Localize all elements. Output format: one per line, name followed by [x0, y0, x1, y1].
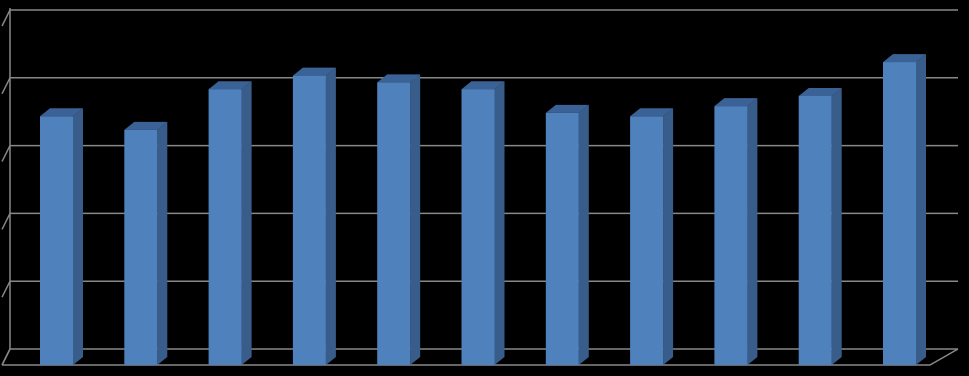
bar — [208, 89, 242, 365]
grid-line — [1, 77, 11, 95]
bar-side — [157, 121, 168, 366]
bar — [292, 75, 326, 365]
grid-line — [1, 348, 11, 366]
bar-top — [714, 98, 758, 107]
bar-top — [883, 54, 926, 63]
bar — [461, 89, 495, 365]
bar-side — [747, 98, 758, 365]
grid-line — [1, 145, 11, 162]
bar-side — [73, 108, 83, 365]
bar-side — [325, 67, 336, 365]
bar-side — [494, 81, 505, 365]
bar-side — [410, 74, 421, 365]
bar — [545, 112, 579, 365]
bar-top — [630, 108, 674, 117]
bar-top — [545, 104, 589, 113]
bar — [40, 116, 73, 365]
bar-top — [798, 87, 842, 96]
bar — [124, 129, 158, 365]
bar-top — [461, 81, 505, 90]
bar-top — [377, 74, 421, 83]
bar-top — [208, 81, 252, 90]
bar-side — [241, 81, 252, 365]
bar-top — [292, 67, 336, 76]
bar — [377, 82, 411, 365]
bar — [630, 116, 664, 365]
bar-side — [663, 108, 674, 365]
grid-line — [1, 9, 11, 27]
bar — [798, 95, 832, 365]
bar — [883, 62, 916, 365]
grid-line — [1, 280, 11, 298]
bar — [714, 106, 748, 365]
grid-line — [1, 213, 11, 230]
bar-top — [124, 121, 168, 130]
bar-top — [40, 108, 83, 117]
bar-side — [831, 87, 842, 365]
bar-side — [578, 104, 589, 366]
bar-side — [916, 54, 926, 365]
